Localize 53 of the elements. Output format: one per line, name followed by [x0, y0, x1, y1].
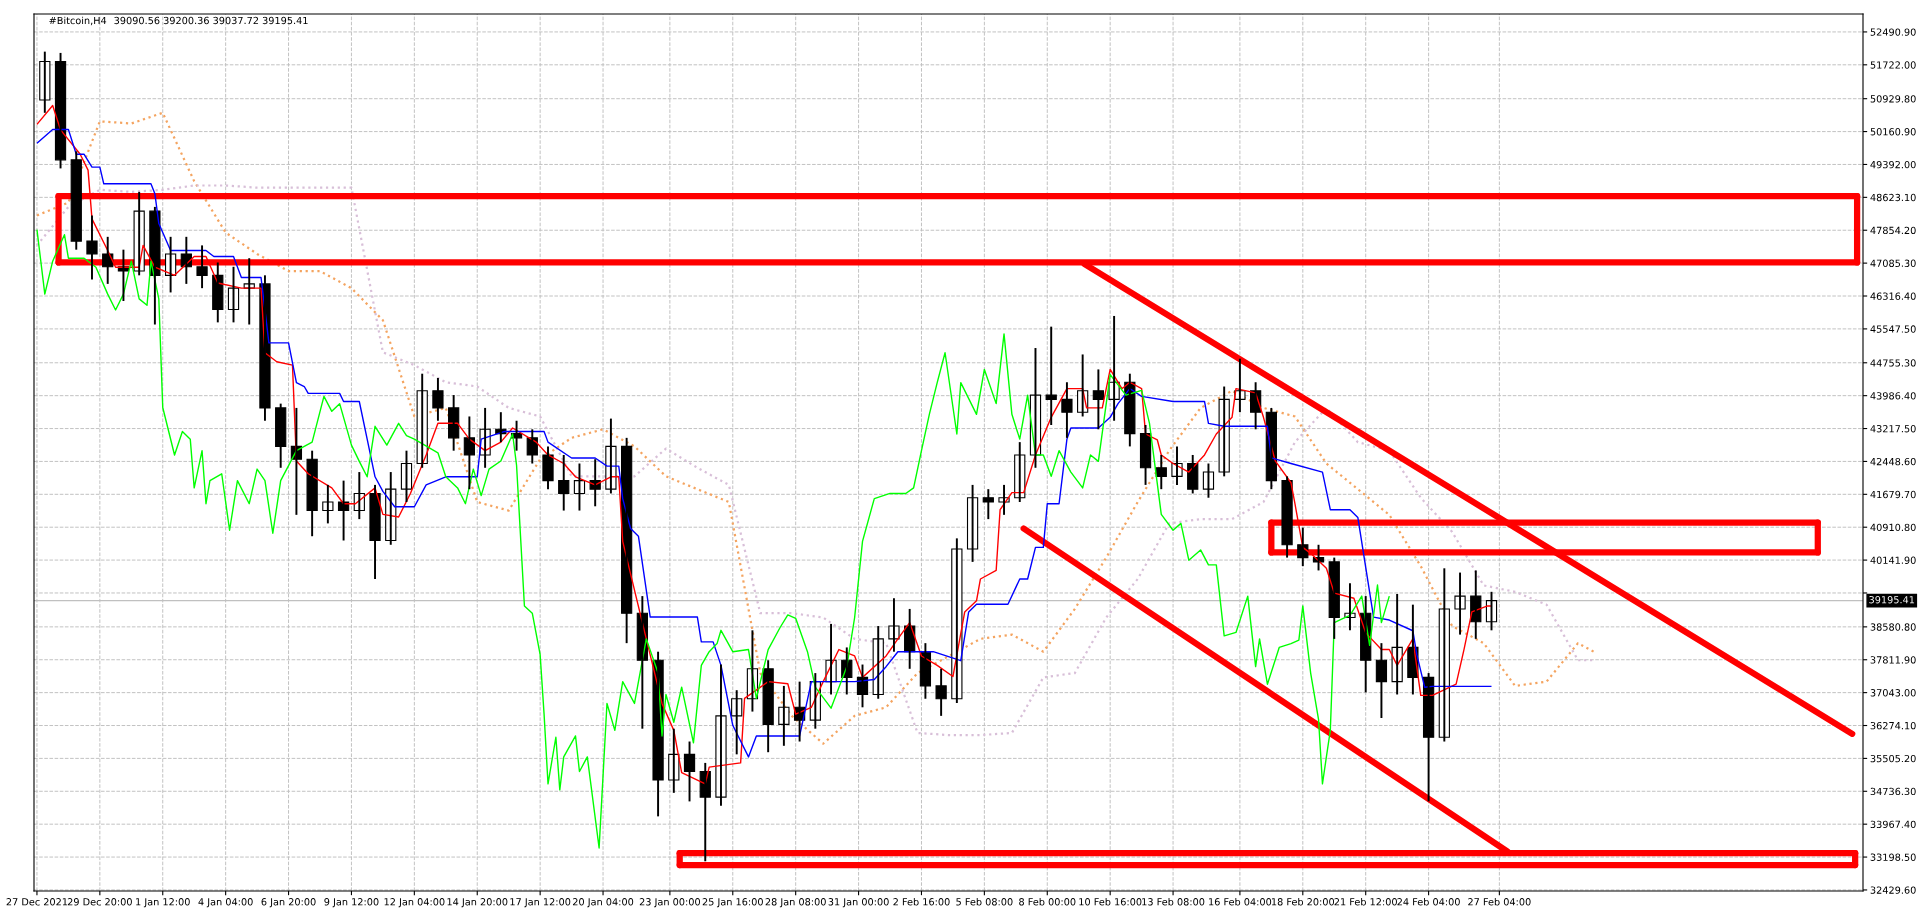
- y-tick-label: 52490.90: [1870, 28, 1916, 36]
- x-tick-label: 27 Feb 04:00: [1468, 897, 1531, 906]
- x-tick-label: 4 Jan 04:00: [198, 898, 253, 908]
- y-tick-label: 38580.80: [1870, 623, 1916, 631]
- x-tick-label: 9 Jan 12:00: [324, 898, 379, 908]
- y-tick-label: 45547.50: [1870, 325, 1916, 333]
- x-tick-label: 6 Jan 20:00: [261, 898, 316, 908]
- y-tick-label: 33198.50: [1870, 853, 1916, 861]
- x-tick-label: 31 Jan 00:00: [828, 898, 889, 908]
- y-tick-label: 43217.50: [1870, 425, 1916, 433]
- x-tick-label: 2 Feb 16:00: [893, 897, 950, 906]
- x-tick-label: 12 Jan 04:00: [384, 898, 445, 908]
- x-tick-label: 14 Jan 20:00: [447, 898, 508, 908]
- y-tick-label: 40910.80: [1870, 523, 1916, 532]
- x-tick-label: 29 Dec 20:00: [67, 898, 132, 906]
- y-tick-label: 33967.40: [1870, 820, 1916, 829]
- y-tick-label: 46316.40: [1870, 292, 1916, 300]
- x-tick-label: 21 Feb 12:00: [1334, 897, 1397, 906]
- x-tick-label: 28 Jan 08:00: [765, 898, 826, 908]
- chart-title: #Bitcoin,H4: [49, 16, 107, 26]
- y-tick-label: 36274.10: [1870, 722, 1916, 730]
- y-tick-label: 42448.60: [1870, 457, 1916, 466]
- x-tick-label: 27 Dec 2021: [6, 898, 68, 906]
- x-tick-label: 16 Feb 04:00: [1209, 897, 1272, 906]
- ref-line-label: 39195.41: [1869, 596, 1915, 604]
- y-tick-label: 47085.30: [1870, 259, 1916, 267]
- x-tick-label: 23 Jan 00:00: [639, 898, 701, 908]
- y-tick-label: 37043.00: [1870, 689, 1916, 697]
- y-tick-label: 35505.20: [1870, 754, 1916, 763]
- y-tick-label: 34736.30: [1870, 787, 1916, 796]
- x-tick-label: 13 Feb 08:00: [1142, 897, 1205, 906]
- x-tick-label: 20 Jan 04:00: [572, 898, 634, 908]
- y-tick-label: 47854.20: [1870, 226, 1916, 235]
- x-tick-label: 1 Jan 12:00: [136, 898, 190, 908]
- y-tick-label: 37811.90: [1870, 656, 1916, 664]
- y-tick-label: 50929.80: [1870, 95, 1916, 103]
- y-tick-label: 44755.30: [1870, 359, 1916, 367]
- y-tick-label: 48623.10: [1870, 193, 1916, 202]
- y-tick-label: 51722.00: [1870, 61, 1916, 69]
- annotation: 39090.56 39200.36 39037.72 39195.41: [114, 16, 308, 25]
- y-tick-label: 49392.00: [1870, 160, 1916, 169]
- y-tick-label: 41679.70: [1870, 490, 1916, 499]
- y-tick-label: 40141.90: [1870, 556, 1916, 564]
- y-tick-label: 43986.40: [1870, 392, 1916, 400]
- y-tick-label: 32429.60: [1870, 886, 1916, 894]
- x-tick-label: 5 Feb 08:00: [956, 897, 1013, 906]
- x-tick-label: 24 Feb 04:00: [1397, 897, 1460, 906]
- x-tick-label: 25 Jan 16:00: [702, 898, 763, 908]
- x-tick-label: 17 Jan 12:00: [510, 898, 571, 908]
- x-tick-label: 10 Feb 16:00: [1079, 897, 1142, 906]
- y-tick-label: 50160.90: [1870, 128, 1916, 136]
- x-tick-label: 18 Feb 20:00: [1271, 897, 1335, 906]
- x-tick-label: 8 Feb 00:00: [1019, 897, 1076, 906]
